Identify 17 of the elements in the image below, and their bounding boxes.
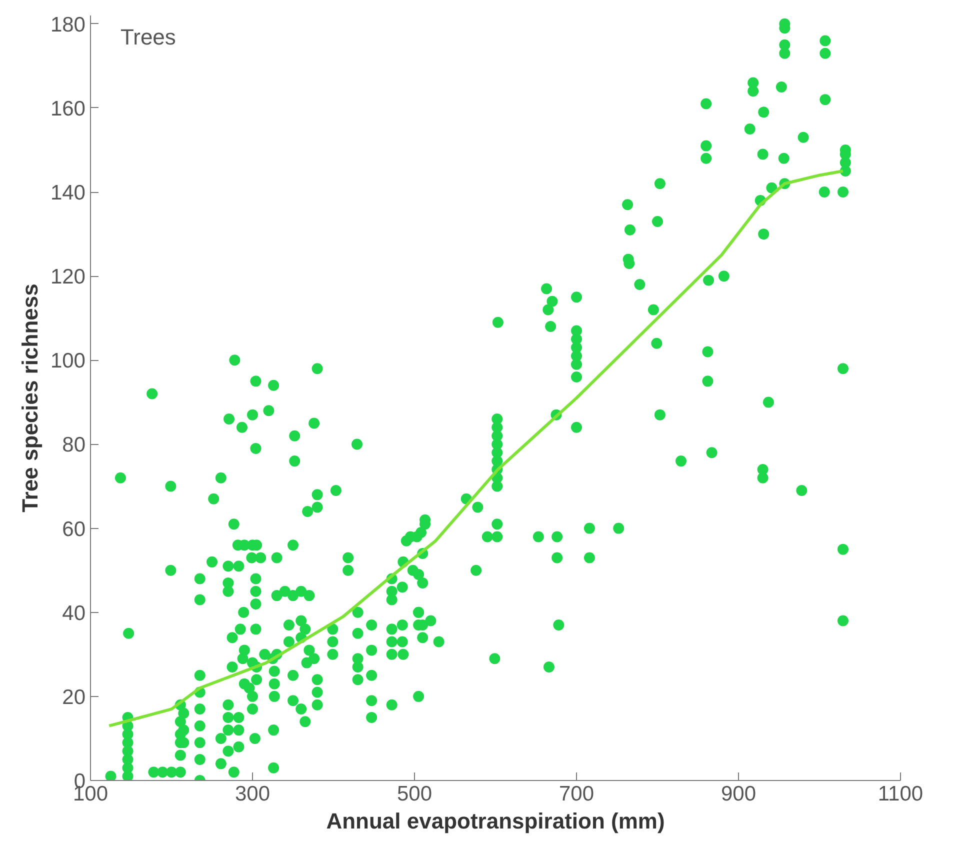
annotation: Trees [120,24,176,50]
y-tick-label: 40 [62,602,86,625]
y-tick-label: 60 [62,518,86,541]
y-tick-label: 160 [50,97,86,120]
y-axis-title: Tree species richness [17,284,42,512]
y-tick-label: 120 [50,266,86,289]
y-tick-label: 20 [62,686,86,709]
y-tick-label: 140 [50,182,86,205]
x-tick-label: 1100 [878,782,924,806]
x-axis-title: Annual evapotranspiration (mm) [326,808,665,834]
y-tick-label: 180 [50,13,86,36]
y-tick-label: 100 [50,350,86,373]
y-tick-label: 80 [62,434,86,457]
x-tick-label: 300 [234,782,270,806]
x-tick-label: 700 [558,782,594,806]
x-tick-label: 900 [720,782,756,806]
x-tick-label: 500 [396,782,432,806]
